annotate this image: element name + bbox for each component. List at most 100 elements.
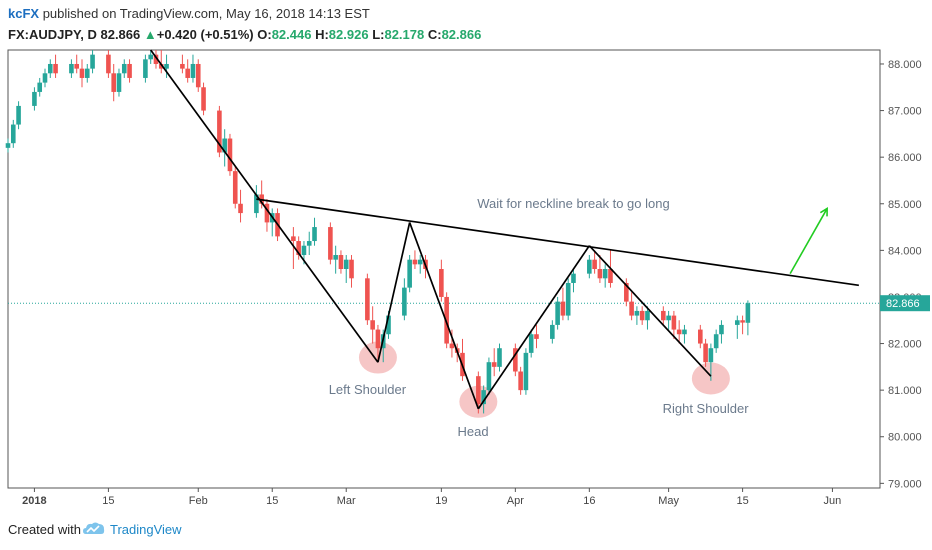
candle-body xyxy=(740,320,745,323)
candle-body xyxy=(555,301,560,325)
low-value: 82.178 xyxy=(384,27,425,42)
x-tick-label: 2018 xyxy=(22,495,46,507)
candle-body xyxy=(338,255,344,269)
symbol-label[interactable]: FX:AUDJPY, D xyxy=(8,27,97,42)
candle xyxy=(106,50,111,78)
candle xyxy=(328,222,333,265)
candle xyxy=(571,269,576,293)
footer: Created with TradingView xyxy=(0,512,932,550)
price-chart[interactable]: 88.00087.00086.00085.00084.00083.00082.0… xyxy=(0,0,932,512)
x-tick-label: Mar xyxy=(337,495,356,507)
candle xyxy=(550,320,555,344)
candle xyxy=(439,259,444,302)
candle-body xyxy=(238,203,243,214)
candle-body xyxy=(608,269,613,283)
candle xyxy=(37,77,43,97)
candle-body xyxy=(407,259,412,288)
candle-body xyxy=(291,236,296,242)
y-tick-label: 85.000 xyxy=(888,199,922,211)
tradingview-brand[interactable]: TradingView xyxy=(110,522,182,537)
candle-body xyxy=(386,315,391,335)
candle xyxy=(291,227,296,269)
head-rise xyxy=(477,245,591,410)
candle xyxy=(222,129,227,167)
candle-body xyxy=(624,282,629,302)
candle-body xyxy=(735,320,740,325)
x-tick-label: 15 xyxy=(266,495,278,507)
candle xyxy=(740,315,745,335)
candle-body xyxy=(634,310,640,316)
candle-body xyxy=(116,73,122,92)
candle xyxy=(523,348,529,395)
x-tick-label: May xyxy=(658,495,679,507)
candle xyxy=(497,343,502,372)
candle xyxy=(338,250,344,274)
plot-area xyxy=(7,49,881,489)
head-drop xyxy=(408,222,480,410)
candle-body xyxy=(486,362,492,391)
candle xyxy=(624,278,629,307)
high-value: 82.926 xyxy=(328,27,369,42)
candle xyxy=(32,87,37,111)
candle-body xyxy=(671,315,677,330)
breakout-arrow xyxy=(789,208,828,275)
candle xyxy=(597,255,603,283)
candle xyxy=(53,54,58,78)
candle xyxy=(719,320,724,344)
candle xyxy=(666,310,671,330)
candle xyxy=(513,343,518,377)
candle xyxy=(312,217,317,246)
candle xyxy=(481,385,486,414)
candle xyxy=(69,59,74,78)
candle xyxy=(365,273,370,325)
candle xyxy=(417,255,423,274)
y-tick-label: 84.000 xyxy=(888,245,922,257)
candle xyxy=(185,59,190,83)
candle-body xyxy=(676,329,682,335)
y-tick-label: 81.000 xyxy=(888,385,922,397)
candle-body xyxy=(560,301,566,316)
candle xyxy=(349,255,354,288)
candle-body xyxy=(513,348,518,372)
candle xyxy=(10,119,16,148)
high-label: H: xyxy=(315,27,329,42)
candle xyxy=(232,166,238,209)
candle xyxy=(449,329,455,358)
candle xyxy=(343,255,349,283)
author-link[interactable]: kcFX xyxy=(8,6,40,21)
candle-body xyxy=(439,269,444,297)
candle xyxy=(148,50,153,64)
created-with-text: Created with xyxy=(8,522,81,537)
candle xyxy=(587,255,592,279)
y-tick-label: 80.000 xyxy=(888,432,922,444)
x-tick-label: 16 xyxy=(583,495,595,507)
candle xyxy=(121,59,127,78)
candle xyxy=(735,315,740,339)
candle-body xyxy=(497,348,502,367)
candle xyxy=(713,329,719,353)
candle-body xyxy=(296,241,301,256)
candle xyxy=(375,324,381,363)
candle xyxy=(629,292,634,321)
candle xyxy=(111,63,116,102)
candle xyxy=(195,59,201,92)
candle-body xyxy=(523,352,529,391)
candle-body xyxy=(180,63,185,69)
candle-body xyxy=(301,245,307,256)
candle-body xyxy=(217,110,222,153)
price-axis: 88.00087.00086.00085.00084.00083.00082.0… xyxy=(880,59,922,490)
candle-body xyxy=(222,138,227,153)
candle-body xyxy=(550,324,555,339)
candle-body xyxy=(227,138,233,172)
candle-body xyxy=(528,334,534,353)
candle-body xyxy=(745,303,751,323)
x-tick-label: 15 xyxy=(736,495,748,507)
candle xyxy=(602,264,608,288)
candle xyxy=(661,306,666,325)
candle xyxy=(296,236,301,260)
tradingview-cloud-icon xyxy=(83,522,105,534)
candle xyxy=(486,357,492,395)
annotation-label: Right Shoulder xyxy=(663,401,750,416)
published-text: published on TradingView.com, May 16, 20… xyxy=(42,6,370,21)
candle-body xyxy=(713,334,719,349)
